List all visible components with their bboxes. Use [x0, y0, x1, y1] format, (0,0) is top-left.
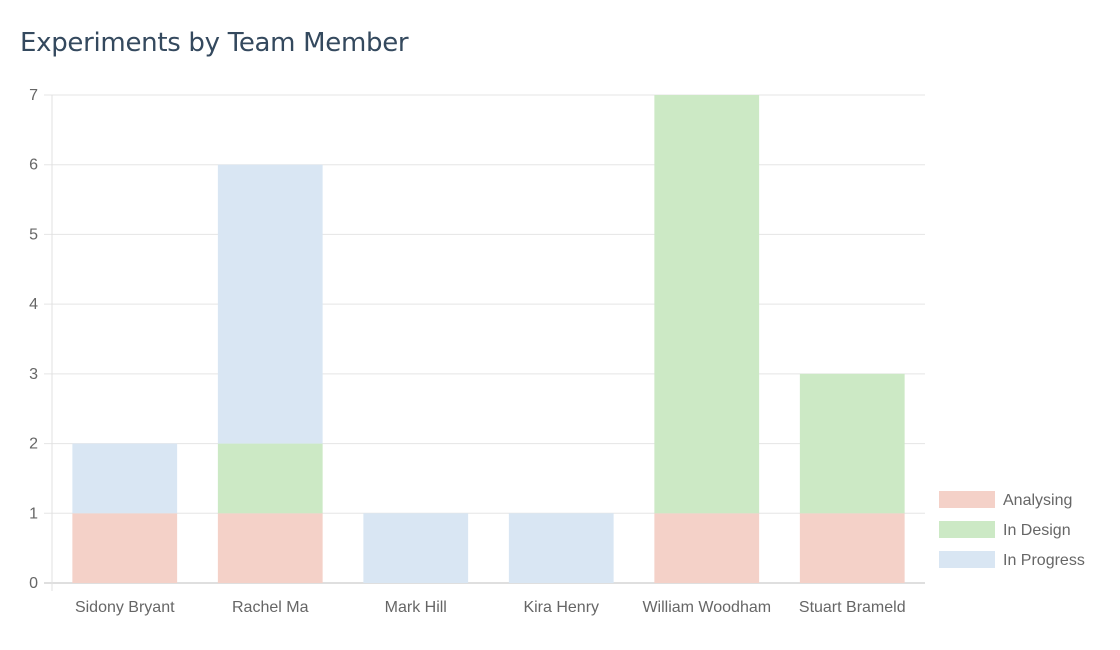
bar-segment[interactable] [799, 373, 905, 514]
bar-segment[interactable] [72, 443, 178, 514]
legend-label[interactable]: In Design [1003, 522, 1071, 539]
legend-swatch [939, 491, 995, 508]
grid-lines [44, 94, 925, 584]
bar-segment[interactable] [217, 164, 323, 444]
bar-segment[interactable] [799, 513, 905, 583]
x-tick-label: Kira Henry [523, 599, 599, 616]
legend: Analysing In Design In Progress [939, 491, 1085, 569]
x-tick-label: Mark Hill [385, 599, 447, 616]
y-tick-label: 1 [29, 505, 38, 522]
bar-segment[interactable] [217, 443, 323, 514]
y-tick-label: 0 [29, 575, 38, 592]
x-tick-label: William Woodham [642, 599, 771, 616]
x-tick-label: Rachel Ma [232, 599, 309, 616]
bar-segment[interactable] [508, 513, 614, 583]
bar-segment[interactable] [217, 513, 323, 583]
legend-swatch [939, 521, 995, 538]
y-tick-label: 4 [29, 296, 38, 313]
y-tick-label: 3 [29, 366, 38, 383]
bars [72, 95, 905, 583]
bar-segment[interactable] [654, 95, 760, 514]
y-tick-label: 5 [29, 226, 38, 243]
legend-label[interactable]: Analysing [1003, 492, 1072, 509]
legend-label[interactable]: In Progress [1003, 552, 1085, 569]
x-tick-label: Sidony Bryant [75, 599, 175, 616]
y-tick-label: 6 [29, 157, 38, 174]
bar-segment[interactable] [363, 513, 469, 583]
y-tick-label: 2 [29, 436, 38, 453]
chart-title: Experiments by Team Member [20, 28, 409, 58]
legend-swatch [939, 551, 995, 568]
bar-segment[interactable] [654, 513, 760, 583]
x-tick-label: Stuart Brameld [799, 599, 906, 616]
y-tick-label: 7 [29, 87, 38, 104]
axes: 0 1 2 3 4 5 6 7 Sidony Bryant Rachel Ma Mark Hill K… [29, 87, 906, 616]
bar-segment[interactable] [72, 513, 178, 583]
